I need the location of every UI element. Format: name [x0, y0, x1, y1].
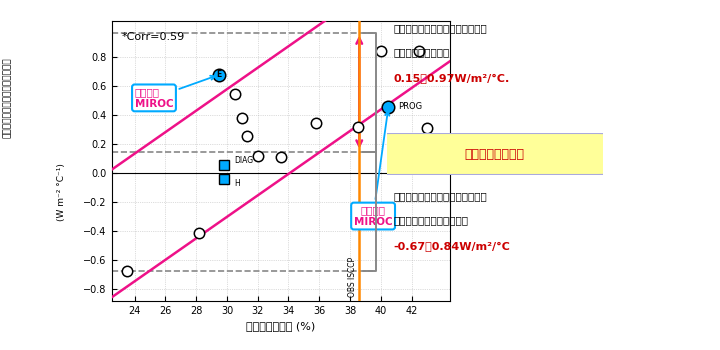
Text: 0.15～0.97W/m²/°C.: 0.15～0.97W/m²/°C.: [394, 74, 510, 84]
Text: E: E: [217, 70, 222, 79]
Text: 世界の研究機関で開発されている: 世界の研究機関で開発されている: [394, 191, 487, 201]
Text: 雲による温暖化の加速効果の強さ: 雲による温暖化の加速効果の強さ: [3, 58, 12, 138]
Text: *Corr=0.59: *Corr=0.59: [122, 32, 185, 42]
Text: PROG: PROG: [397, 102, 422, 111]
Text: -0.67～0.84W/m²/°C: -0.67～0.84W/m²/°C: [394, 241, 510, 252]
Text: 改良前の
MIROC: 改良前の MIROC: [135, 76, 215, 109]
Text: DIAG: DIAG: [235, 156, 253, 165]
Text: 改良後の
MIROC: 改良後の MIROC: [354, 111, 392, 227]
Text: 不確実性を低減！: 不確実性を低減！: [464, 147, 525, 161]
Text: OBS ISCCP: OBS ISCCP: [348, 257, 357, 297]
Text: H: H: [235, 179, 240, 188]
Text: 選んだ時の結果の幅: 選んだ時の結果の幅: [394, 47, 450, 57]
FancyBboxPatch shape: [380, 133, 609, 175]
Text: (W m⁻² °C⁻¹): (W m⁻² °C⁻¹): [57, 163, 66, 222]
X-axis label: 大気上層の雲量 (%): 大気上層の雲量 (%): [246, 321, 315, 331]
Text: 気候モデルによる結果の幅: 気候モデルによる結果の幅: [394, 215, 469, 225]
Text: 観測と整合的な気候モデルだけを: 観測と整合的な気候モデルだけを: [394, 23, 487, 33]
